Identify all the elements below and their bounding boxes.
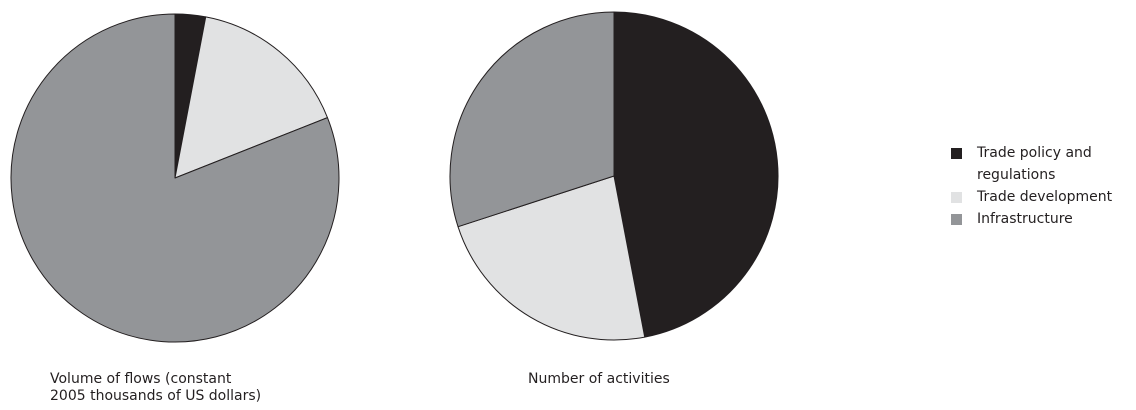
pie-caption-volume-of-flows: Volume of flows (constant 2005 thousands… bbox=[50, 371, 310, 405]
pie-slice-infrastructure bbox=[10, 13, 340, 343]
legend-swatch-trade-policy bbox=[951, 148, 962, 159]
pie-caption-line: Volume of flows (constant bbox=[50, 371, 232, 387]
legend-item-trade-development: Trade development bbox=[951, 186, 1136, 208]
legend-item-infrastructure: Infrastructure bbox=[951, 208, 1136, 230]
pie-caption-line: Number of activities bbox=[528, 371, 670, 387]
legend-label-line: Infrastructure bbox=[977, 211, 1073, 227]
pie-chart-number-of-activities bbox=[449, 11, 779, 341]
legend-label-line: Trade development bbox=[977, 189, 1113, 205]
pie-chart-volume-of-flows bbox=[10, 13, 340, 343]
legend-swatch-trade-development bbox=[951, 192, 962, 203]
pie-caption-number-of-activities: Number of activities bbox=[528, 371, 728, 388]
pie-slice-trade-development bbox=[174, 16, 328, 179]
legend-label-line: regulations bbox=[977, 167, 1056, 183]
legend: Trade policy and regulations Trade devel… bbox=[951, 142, 1136, 230]
pie-slice-trade-development bbox=[457, 175, 646, 341]
legend-label-line: Trade policy and bbox=[977, 145, 1092, 161]
pie-slice-infrastructure bbox=[449, 11, 615, 228]
legend-swatch-infrastructure bbox=[951, 214, 962, 225]
pie-slice-trade-policy-and-regulations bbox=[613, 11, 779, 338]
pie-caption-line: 2005 thousands of US dollars) bbox=[50, 388, 262, 404]
legend-item-trade-policy: Trade policy and regulations bbox=[951, 142, 1136, 186]
